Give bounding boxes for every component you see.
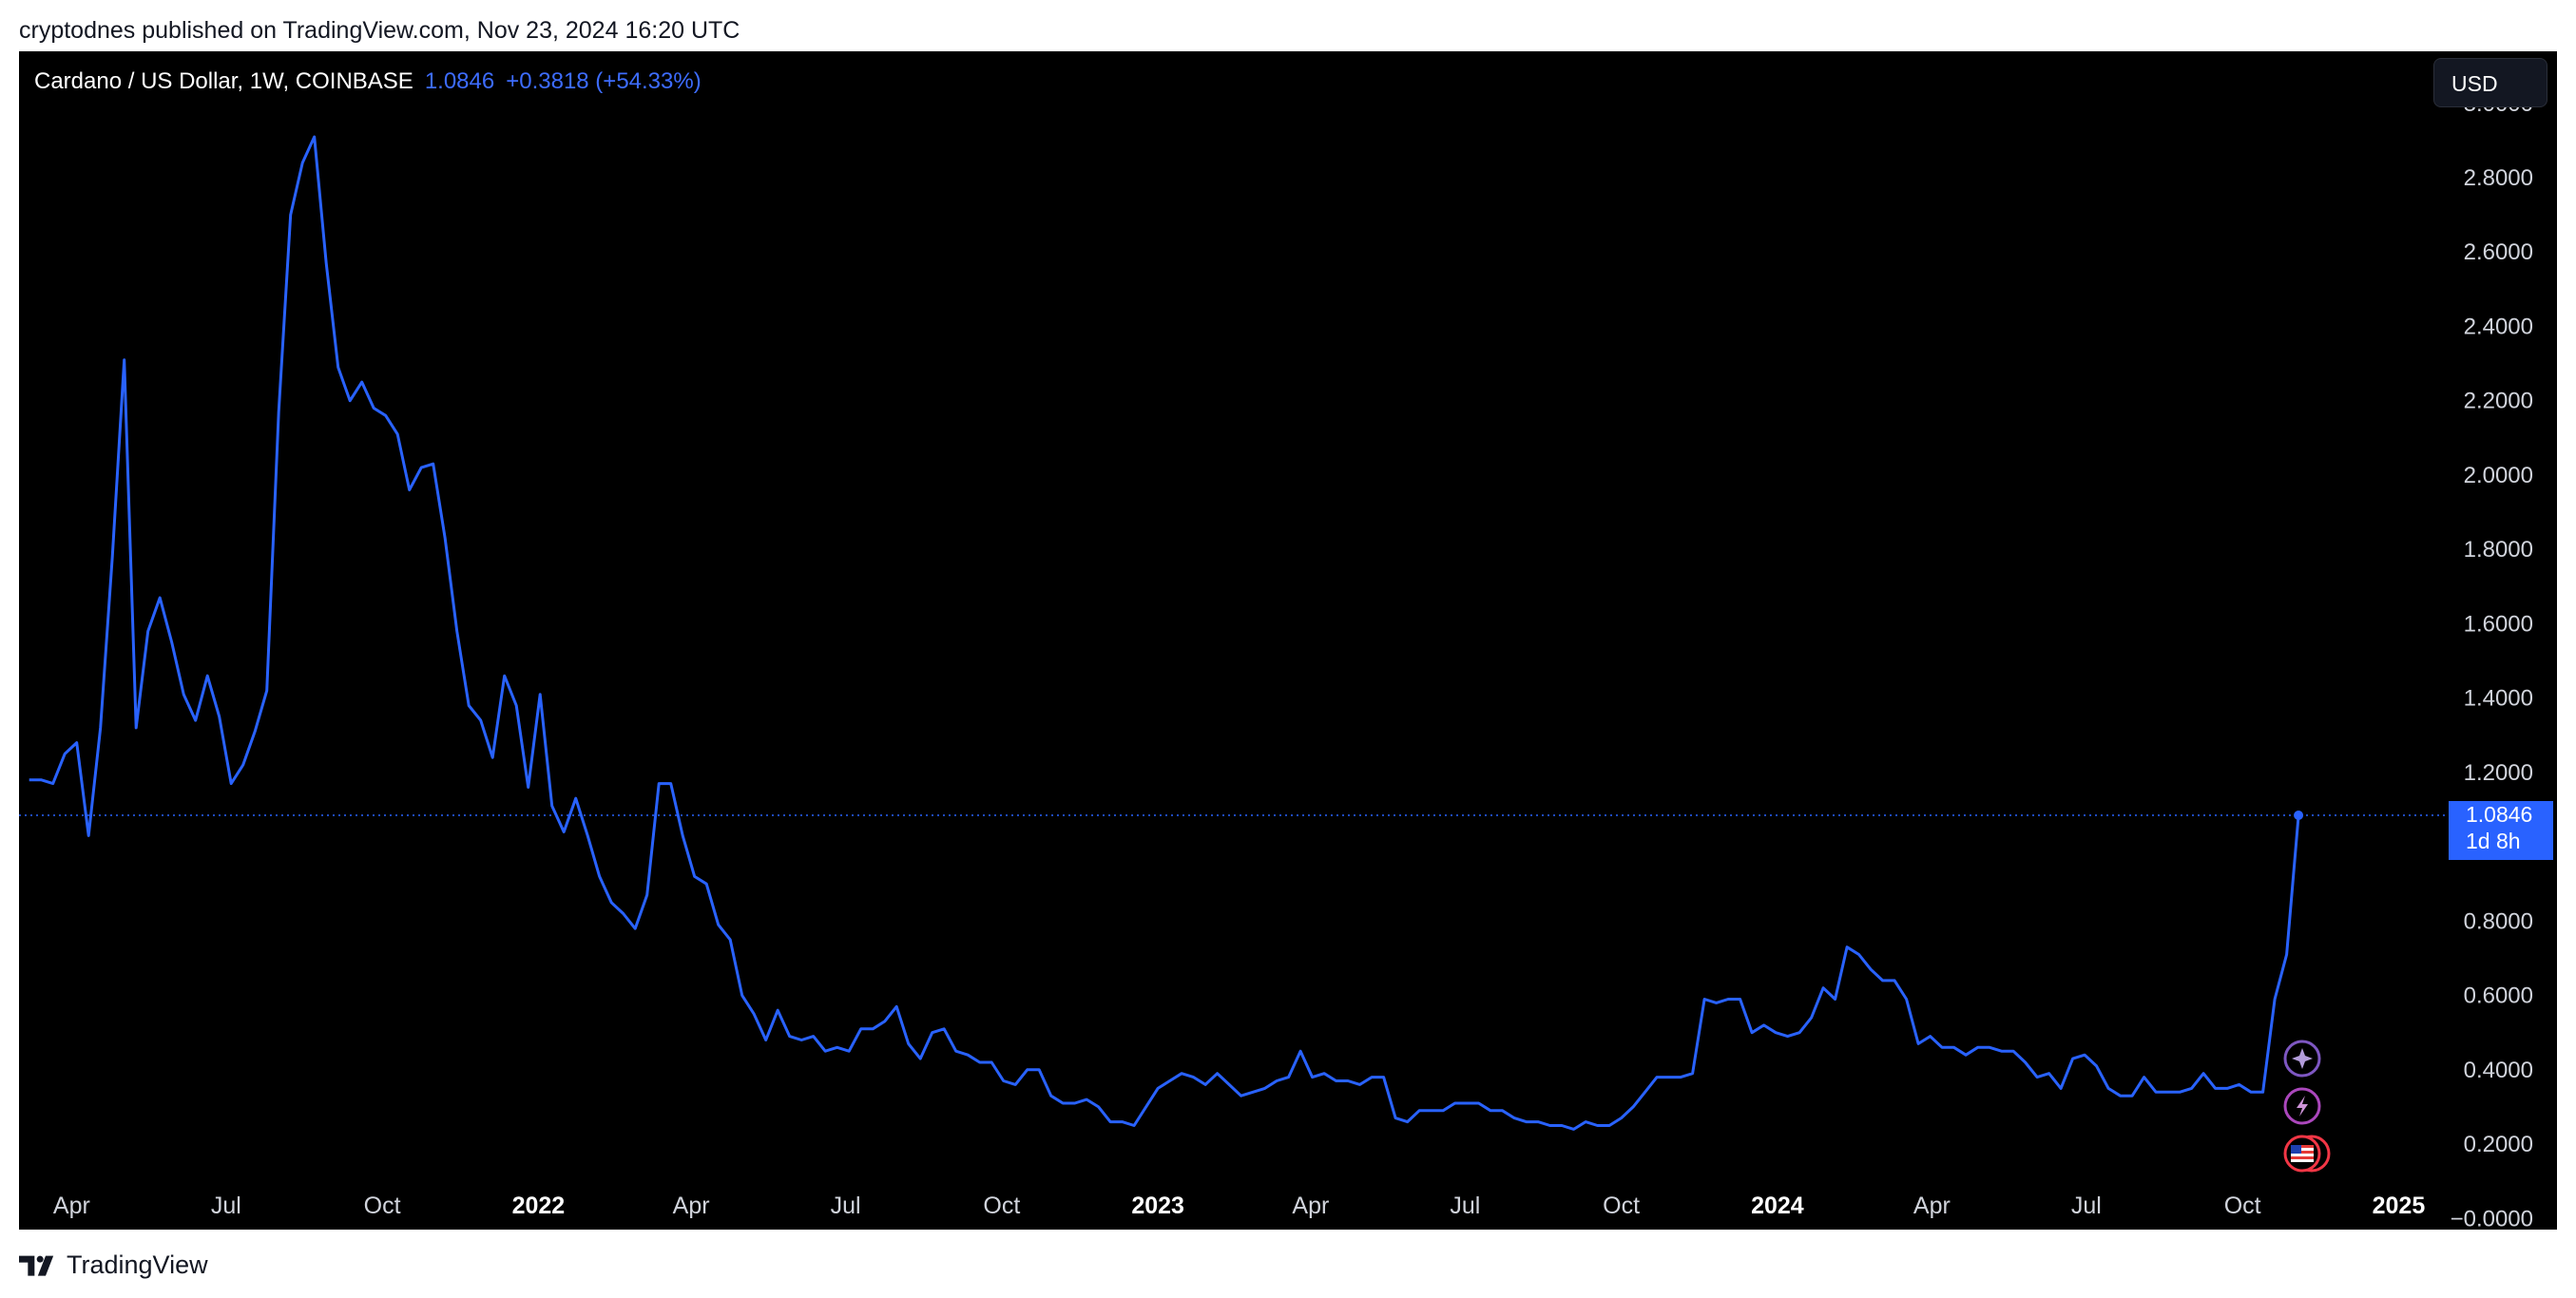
time-axis: Apr Jul Oct 2022 Apr Jul Oct 2023 Apr Jul Oct 2024 A… — [53, 1193, 2425, 1219]
x-tick-label: 2022 — [512, 1193, 566, 1219]
y-tick-label: 1.6000 — [2464, 611, 2533, 637]
footer: TradingView — [19, 1249, 208, 1281]
x-tick-label: Jul — [2071, 1193, 2102, 1219]
x-tick-label: Apr — [53, 1193, 90, 1219]
y-tick-label: 1.8000 — [2464, 537, 2533, 563]
y-tick-label: 1.2000 — [2464, 760, 2533, 786]
x-tick-label: Jul — [211, 1193, 241, 1219]
y-tick-label: 2.2000 — [2464, 389, 2533, 414]
x-tick-label: 2023 — [1131, 1193, 1184, 1219]
tradingview-logo-icon[interactable] — [19, 1253, 59, 1276]
price-change: +0.3818 (+54.33%) — [506, 68, 702, 94]
symbol-legend: Cardano / US Dollar, 1W, COINBASE 1.0846 +… — [34, 68, 702, 95]
x-tick-label: Oct — [364, 1193, 401, 1219]
y-tick-label: 0.4000 — [2464, 1058, 2533, 1083]
y-tick-label: 1.4000 — [2464, 686, 2533, 712]
x-tick-label: Oct — [983, 1193, 1020, 1219]
currency-button[interactable]: USD — [2433, 58, 2547, 107]
x-tick-label: Apr — [673, 1193, 710, 1219]
y-tick-label: 2.8000 — [2464, 165, 2533, 191]
chart-area[interactable]: 3.00002.80002.60002.40002.20002.00001.80… — [19, 51, 2557, 1230]
x-tick-label: Oct — [2224, 1193, 2261, 1219]
x-tick-label: 2024 — [1751, 1193, 1804, 1219]
lightning-icon[interactable] — [2283, 1087, 2321, 1125]
price-chart[interactable]: 3.00002.80002.60002.40002.20002.00001.80… — [19, 51, 2557, 1230]
last-price-dot — [2294, 811, 2304, 821]
symbol-title: Cardano / US Dollar, 1W, COINBASE — [34, 68, 413, 94]
y-tick-label: 2.4000 — [2464, 314, 2533, 339]
price-tag-value: 1.0846 — [2466, 802, 2532, 827]
x-tick-label: 2025 — [2373, 1193, 2426, 1219]
x-tick-label: Apr — [1913, 1193, 1951, 1219]
x-tick-label: Oct — [1603, 1193, 1640, 1219]
y-tick-label: 0.6000 — [2464, 983, 2533, 1009]
price-tag: 1.0846 1d 8h — [2449, 801, 2553, 861]
y-tick-label: 0.8000 — [2464, 908, 2533, 934]
published-caption: cryptodnes published on TradingView.com,… — [19, 17, 740, 44]
x-tick-label: Jul — [1450, 1193, 1480, 1219]
us-flag-icon[interactable] — [2283, 1135, 2331, 1173]
x-tick-label: Apr — [1292, 1193, 1329, 1219]
price-tag-countdown: 1d 8h — [2466, 829, 2521, 853]
y-tick-label: 0.2000 — [2464, 1132, 2533, 1157]
last-price: 1.0846 — [424, 68, 495, 94]
y-tick-label: −0.0000 — [2451, 1206, 2533, 1230]
y-tick-label: 2.0000 — [2464, 463, 2533, 488]
y-tick-label: 2.6000 — [2464, 239, 2533, 265]
price-axis: 3.00002.80002.60002.40002.20002.00001.80… — [2451, 91, 2533, 1230]
price-series-line — [29, 135, 2300, 1131]
event-icons — [2283, 1040, 2331, 1173]
x-tick-label: Jul — [831, 1193, 861, 1219]
tradingview-brand[interactable]: TradingView — [67, 1250, 208, 1279]
sparkle-icon[interactable] — [2283, 1040, 2321, 1078]
